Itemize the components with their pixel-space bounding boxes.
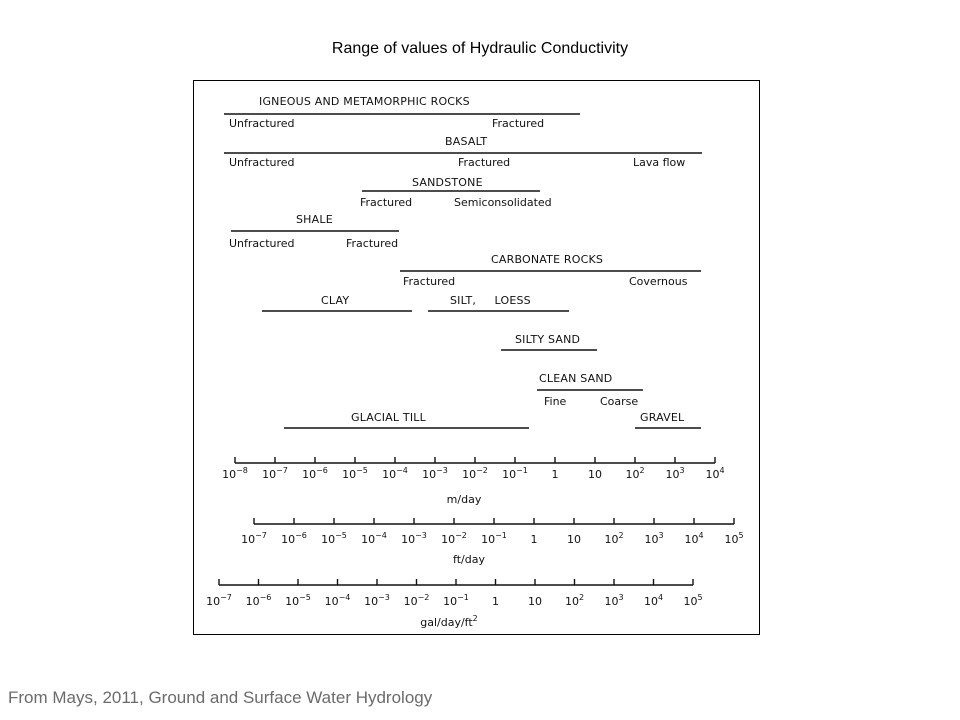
tick-label: 10 [567, 533, 581, 546]
range-label: Unfractured [229, 237, 295, 250]
tick-label: 10−6 [246, 593, 272, 608]
tick-label: 10−5 [321, 531, 347, 546]
tick-label: 10−2 [404, 593, 430, 608]
tick-label: 104 [644, 593, 663, 608]
scale-unit-label: ft/day [453, 553, 485, 566]
diagram-canvas: IGNEOUS AND METAMORPHIC ROCKS Unfracture… [206, 95, 744, 629]
tick-label: 10−8 [222, 466, 248, 481]
tick-label: 10−2 [462, 466, 488, 481]
range-label: Covernous [629, 275, 688, 288]
range-label: Fractured [360, 196, 412, 209]
tick-label: 10−4 [361, 531, 387, 546]
range-label: Fractured [403, 275, 455, 288]
range-label: Fractured [492, 117, 544, 130]
tick-label: 10−4 [382, 466, 408, 481]
group-name: GLACIAL TILL [351, 411, 427, 424]
tick-label: 10−1 [443, 593, 469, 608]
tick-label: 10−1 [502, 466, 528, 481]
group-name: SILTY SAND [515, 333, 580, 346]
group-name: SHALE [296, 213, 333, 226]
hydraulic-conductivity-diagram: IGNEOUS AND METAMORPHIC ROCKS Unfracture… [193, 80, 760, 635]
slide-title: Range of values of Hydraulic Conductivit… [331, 40, 629, 57]
range-label: Fractured [458, 156, 510, 169]
tick-label: 10−5 [342, 466, 368, 481]
group-name: SILT, LOESS [450, 294, 531, 307]
range-bars [224, 113, 702, 429]
group-name: CARBONATE ROCKS [491, 253, 603, 266]
tick-label: 104 [684, 531, 703, 546]
tick-label: 10−6 [302, 466, 328, 481]
tick-label: 10−5 [285, 593, 311, 608]
tick-label: 10−3 [401, 531, 427, 546]
tick-label: 103 [604, 593, 623, 608]
tick-label: 105 [683, 593, 702, 608]
group-name: CLAY [321, 294, 349, 307]
unit-scales: 10−8 10−7 10−6 10−5 10−4 10−3 10−2 10−1 1 10 102 10… [206, 457, 744, 629]
group-name: CLEAN SAND [539, 372, 612, 385]
group-name: BASALT [445, 135, 487, 148]
tick-label: 1 [552, 468, 559, 481]
tick-label: 103 [665, 466, 684, 481]
tick-label: 102 [565, 593, 584, 608]
group-name: IGNEOUS AND METAMORPHIC ROCKS [259, 95, 470, 108]
scale-unit-label: gal/day/ft2 [420, 614, 478, 629]
group-name: GRAVEL [640, 411, 685, 424]
tick-label: 103 [644, 531, 663, 546]
tick-label: 10−2 [441, 531, 467, 546]
tick-label: 10−1 [481, 531, 507, 546]
range-label: Unfractured [229, 156, 295, 169]
tick-label: 10−3 [422, 466, 448, 481]
source-caption: From Mays, 2011, Ground and Surface Wate… [8, 688, 433, 707]
tick-label: 102 [625, 466, 644, 481]
range-label: Unfractured [229, 117, 295, 130]
tick-label: 104 [705, 466, 724, 481]
range-label: Semiconsolidated [454, 196, 552, 209]
scale-unit-label: m/day [447, 493, 482, 506]
tick-label: 10−7 [262, 466, 288, 481]
range-label: Fractured [346, 237, 398, 250]
tick-label: 10 [588, 468, 602, 481]
range-label: Fine [544, 395, 567, 408]
group-labels: IGNEOUS AND METAMORPHIC ROCKS Unfracture… [229, 95, 688, 424]
tick-label: 10 [528, 595, 542, 608]
tick-label: 1 [531, 533, 538, 546]
range-label: Coarse [600, 395, 638, 408]
tick-label: 10−7 [206, 593, 232, 608]
tick-label: 105 [724, 531, 743, 546]
range-label: Lava flow [633, 156, 685, 169]
tick-label: 1 [492, 595, 499, 608]
tick-label: 10−4 [325, 593, 351, 608]
tick-label: 10−6 [281, 531, 307, 546]
tick-label: 10−7 [241, 531, 267, 546]
group-name: SANDSTONE [412, 176, 483, 189]
tick-label: 10−3 [364, 593, 390, 608]
tick-label: 102 [604, 531, 623, 546]
